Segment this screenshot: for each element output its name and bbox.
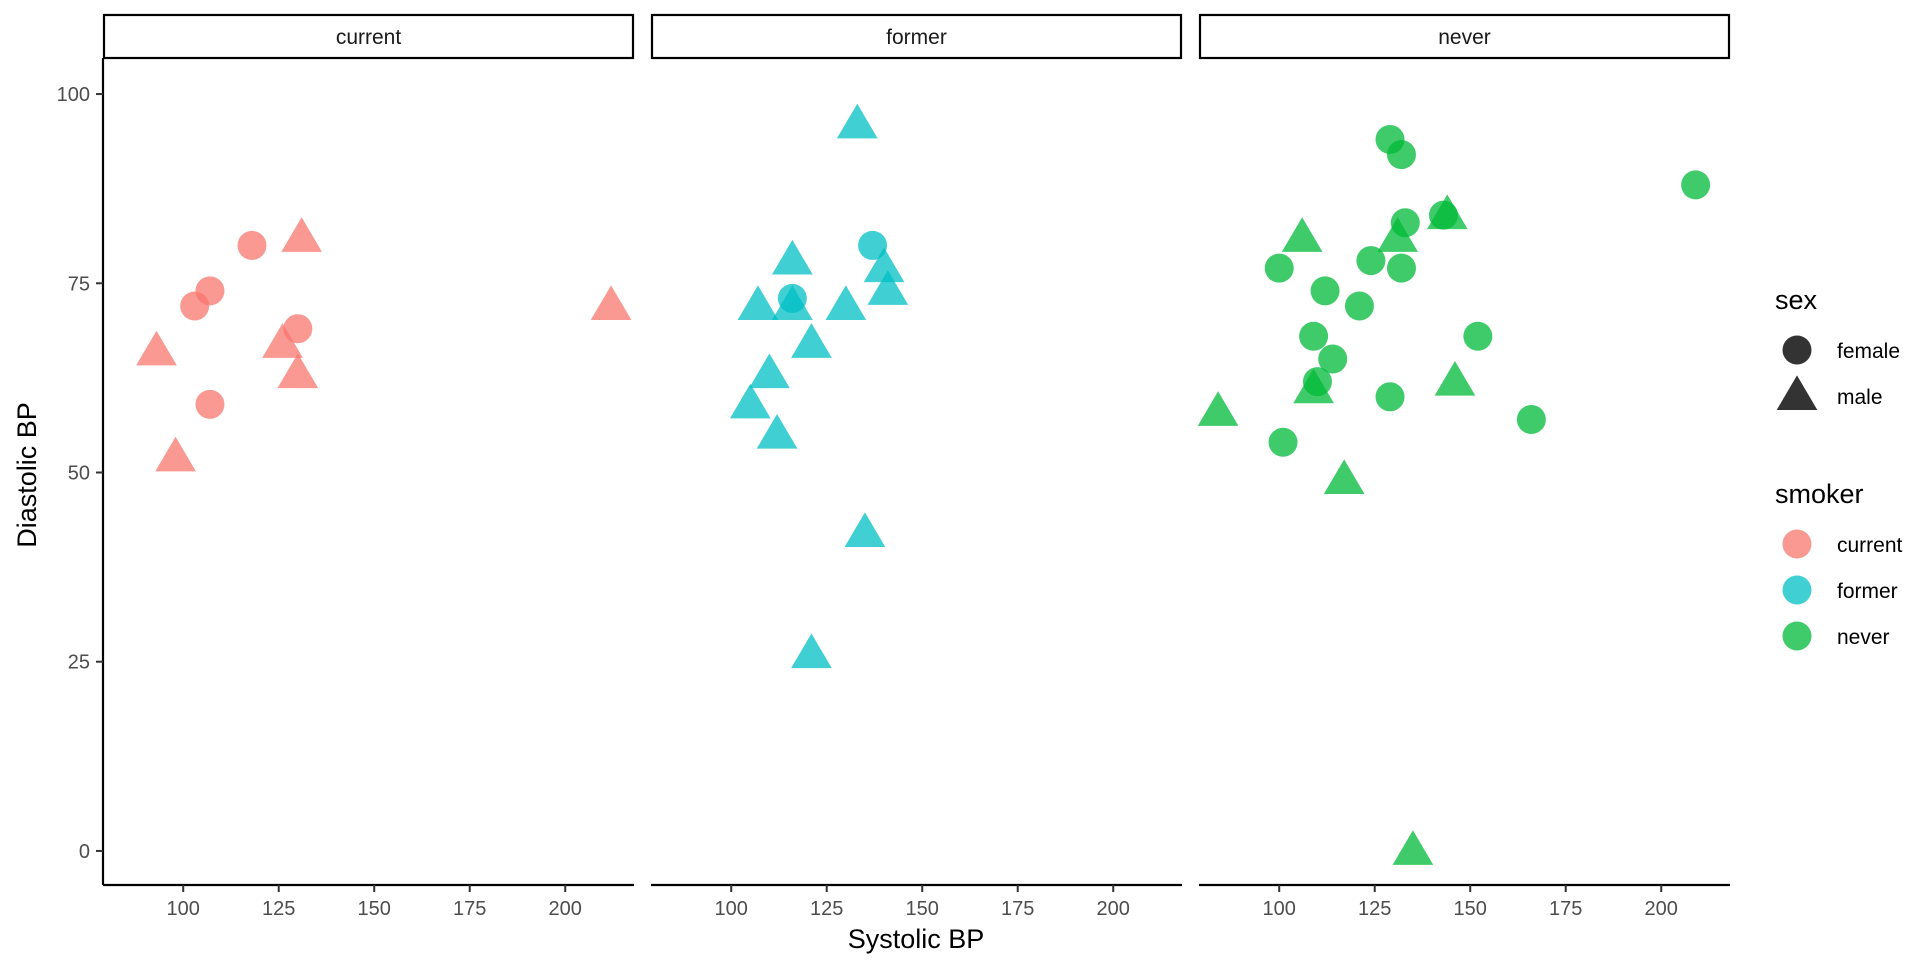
- y-tick-label: 0: [79, 841, 90, 863]
- point-female: [1344, 291, 1374, 321]
- point-male: [756, 414, 798, 449]
- facet-panel-current: current 100 125 150 175 200: [102, 13, 635, 920]
- facet-strip: [102, 13, 635, 60]
- legend-label: former: [1837, 580, 1898, 603]
- point-female: [195, 389, 225, 419]
- legend-sex: sex female male: [1775, 285, 1900, 410]
- point-male: [1281, 217, 1323, 252]
- point-male: [844, 512, 886, 548]
- point-male: [836, 103, 878, 139]
- point-male: [791, 323, 832, 358]
- point-male: [590, 285, 632, 320]
- point-male: [791, 633, 832, 669]
- point-female: [1375, 382, 1405, 412]
- point-male: [749, 353, 790, 389]
- point-female: [1318, 344, 1348, 374]
- legend-key-color: [1782, 529, 1812, 559]
- x-tick-label: 125: [262, 898, 295, 920]
- x-tick-label: 100: [715, 898, 748, 920]
- point-male: [281, 217, 322, 252]
- legend-label: current: [1837, 534, 1903, 557]
- x-tick-label: 175: [1001, 898, 1034, 920]
- point-female: [1386, 253, 1416, 283]
- point-female: [180, 291, 210, 321]
- point-male: [867, 270, 909, 305]
- point-male: [155, 436, 196, 472]
- facet-strip: [650, 13, 1183, 60]
- point-female: [858, 230, 888, 260]
- point-female: [1299, 321, 1329, 351]
- facet-strip-label: current: [336, 26, 402, 49]
- point-female: [283, 314, 313, 344]
- x-tick-label: 150: [906, 898, 939, 920]
- point-female: [1386, 140, 1416, 170]
- panels-layer: 0 25 50 75 100 current 100 125 150 175 200 former 10…: [57, 13, 1731, 920]
- x-tick-label: 200: [549, 898, 582, 920]
- facet-strip: [1198, 13, 1731, 60]
- legend-smoker: smoker current former never: [1775, 479, 1903, 651]
- point-male: [1392, 830, 1434, 865]
- y-axis-title: Diastolic BP: [12, 402, 42, 548]
- point-male: [729, 383, 771, 419]
- facet-panel-never: never 100 125 150 175 200: [1197, 13, 1731, 920]
- point-female: [237, 230, 267, 260]
- point-male: [262, 323, 303, 358]
- x-tick-label: 100: [167, 898, 200, 920]
- point-female: [1264, 253, 1294, 283]
- point-female: [1310, 276, 1340, 306]
- point-male: [863, 247, 905, 283]
- point-male: [277, 353, 319, 389]
- x-tick-label: 125: [810, 898, 843, 920]
- legend-title: smoker: [1775, 479, 1864, 509]
- legend-key-triangle: [1776, 375, 1818, 410]
- legend-label: male: [1837, 386, 1883, 409]
- point-female: [1268, 427, 1298, 457]
- point-male: [737, 285, 779, 320]
- facet-panel-former: former 100 125 150 175 200: [650, 13, 1183, 920]
- legend-label: female: [1837, 340, 1900, 363]
- legend-label: never: [1837, 626, 1890, 649]
- point-male: [1426, 194, 1468, 230]
- point-male: [1323, 459, 1365, 495]
- point-male: [825, 285, 867, 320]
- point-male: [1197, 391, 1239, 426]
- y-tick-label: 100: [57, 84, 90, 106]
- point-female: [1681, 170, 1711, 200]
- point-male: [1434, 361, 1476, 396]
- legend: sex female male smoker current former never: [1775, 285, 1903, 651]
- x-axis-title: Systolic BP: [848, 924, 985, 954]
- legend-title: sex: [1775, 285, 1818, 315]
- point-female: [1463, 321, 1493, 351]
- x-tick-label: 200: [1097, 898, 1130, 920]
- x-tick-label: 125: [1358, 898, 1391, 920]
- x-tick-label: 150: [1454, 898, 1487, 920]
- legend-key-circle: [1782, 335, 1812, 365]
- point-male: [771, 239, 813, 275]
- point-male: [771, 285, 813, 320]
- point-male: [136, 330, 177, 366]
- y-tick-label: 75: [68, 273, 90, 295]
- point-male: [1293, 368, 1334, 404]
- facet-strip-label: former: [886, 26, 947, 49]
- point-male: [1377, 217, 1418, 252]
- x-tick-label: 175: [1549, 898, 1582, 920]
- facet-strip-label: never: [1438, 26, 1491, 49]
- x-tick-label: 200: [1645, 898, 1678, 920]
- legend-key-color: [1782, 621, 1812, 651]
- x-tick-label: 175: [453, 898, 486, 920]
- y-tick-label: 50: [68, 463, 90, 485]
- y-tick-label: 25: [68, 652, 90, 674]
- point-female: [1516, 405, 1546, 435]
- legend-key-color: [1782, 575, 1812, 605]
- x-tick-label: 100: [1263, 898, 1296, 920]
- point-female: [1356, 246, 1386, 276]
- x-tick-label: 150: [358, 898, 391, 920]
